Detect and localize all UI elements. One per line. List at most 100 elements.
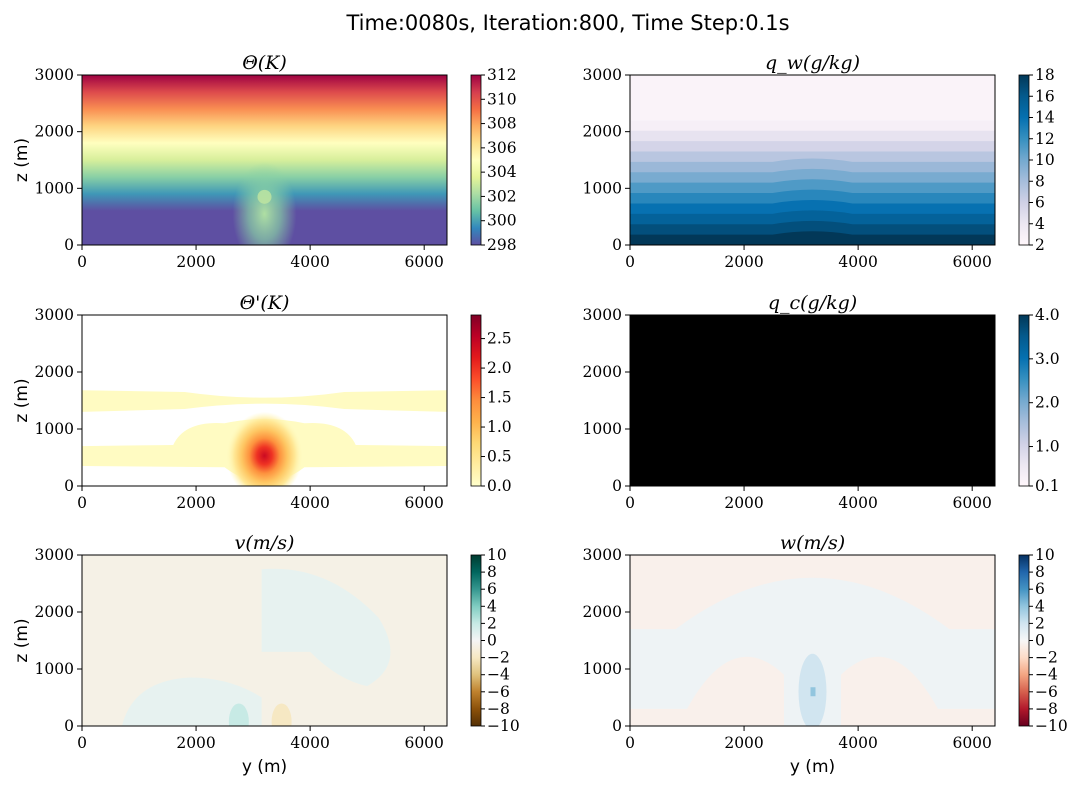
colorbar-tick-label: −6 — [487, 683, 510, 701]
panel-title: Θ(K) — [242, 52, 287, 74]
panel-title: q_w(g/kg) — [765, 52, 860, 74]
x-tick-label: 2000 — [176, 734, 215, 752]
colorbar-tick-label: 8 — [1035, 172, 1045, 190]
warm-bubble — [226, 411, 303, 486]
x-tick-label: 4000 — [838, 734, 877, 752]
y-tick-label: 3000 — [35, 66, 74, 84]
colorbar-tick-label: 2.0 — [1035, 394, 1060, 412]
colorbar-tick-label: 2 — [1035, 236, 1045, 254]
colorbar-tick-label: 2.5 — [487, 330, 512, 348]
x-tick-label: 6000 — [404, 494, 443, 512]
x-tick-label: 4000 — [290, 494, 329, 512]
colorbar — [470, 314, 482, 487]
y-tick-label: 0 — [612, 717, 622, 735]
colorbar-tick-label: 8 — [1035, 563, 1045, 581]
moisture-band — [630, 231, 995, 245]
colorbar-tick-label: 16 — [1035, 87, 1055, 105]
dry-layer — [630, 75, 995, 121]
x-tick-label: 6000 — [952, 494, 991, 512]
colorbar-tick-label: 10 — [487, 546, 507, 564]
y-tick-label: 2000 — [583, 603, 622, 621]
colorbar-tick-label: 1.5 — [487, 389, 512, 407]
x-tick-label: 0 — [625, 734, 635, 752]
colorbar-tick-label: 8 — [487, 563, 497, 581]
colorbar-tick-label: 306 — [487, 139, 517, 157]
x-tick-label: 6000 — [952, 253, 991, 271]
colorbar-tick-label: 10 — [1035, 151, 1055, 169]
y-tick-label: 0 — [612, 236, 622, 254]
colorbar-tick-label: 4 — [1035, 215, 1045, 233]
colorbar-tick-label: 308 — [487, 115, 517, 133]
colorbar-tick-label: 0 — [487, 632, 497, 650]
y-tick-label: 3000 — [583, 546, 622, 564]
y-tick-label: 1000 — [583, 179, 622, 197]
axes-frame — [81, 314, 448, 487]
x-tick-label: 2000 — [724, 253, 763, 271]
x-tick-label: 2000 — [176, 494, 215, 512]
x-tick-label: 4000 — [290, 734, 329, 752]
colorbar-tick-label: 1.0 — [1035, 438, 1060, 456]
colorbar-tick-label: 0.0 — [487, 477, 512, 495]
w-dome — [630, 577, 995, 726]
y-tick-label: 0 — [64, 717, 74, 735]
x-tick-label: 4000 — [290, 253, 329, 271]
y-tick-label: 3000 — [583, 306, 622, 324]
x-tick-label: 6000 — [404, 734, 443, 752]
field-1 — [82, 75, 447, 245]
colorbar-tick-label: 6 — [1035, 580, 1045, 598]
colorbar — [1018, 74, 1030, 246]
colorbar-tick-label: −6 — [1035, 683, 1058, 701]
panel-6: w(m/s) 0 2000 4000 6000 0 1000 2000 3000 y (m) −10… — [583, 532, 1068, 777]
x-tick-label: 2000 — [176, 253, 215, 271]
x-tick-label: 0 — [77, 734, 87, 752]
x-axis-label: y (m) — [790, 757, 835, 777]
y-tick-label: 0 — [64, 477, 74, 495]
y-tick-label: 1000 — [583, 660, 622, 678]
colorbar-tick-label: 302 — [487, 187, 517, 205]
x-tick-label: 2000 — [724, 734, 763, 752]
colorbar-tick-label: 18 — [1035, 66, 1055, 84]
colorbar-tick-label: 2.0 — [487, 359, 512, 377]
x-tick-label: 2000 — [724, 494, 763, 512]
colorbar-tick-label: −8 — [487, 700, 510, 718]
colorbar-tick-label: −2 — [1035, 649, 1058, 667]
colorbar — [1018, 314, 1030, 487]
v-lower-lobe — [121, 677, 262, 726]
x-axis-label: y (m) — [242, 757, 287, 777]
colorbar-tick-label: 300 — [487, 212, 517, 230]
colorbar-tick-label: 6 — [1035, 194, 1045, 212]
colorbar-tick-label: 3.0 — [1035, 350, 1060, 368]
axes-frame — [629, 314, 996, 487]
colorbar-tick-label: 10 — [1035, 546, 1055, 564]
colorbar-tick-label: 310 — [487, 90, 517, 108]
panel-title: v(m/s) — [235, 532, 295, 554]
field-2 — [630, 75, 995, 245]
colorbar-tick-label: 4 — [1035, 597, 1045, 615]
y-tick-label: 2000 — [35, 123, 74, 141]
panel-4: q_c(g/kg) 0 2000 4000 6000 0 1000 2000 3000 0.1 1.… — [583, 292, 1060, 512]
thermal-anomaly — [232, 161, 297, 245]
colorbar-tick-label: 2 — [1035, 614, 1045, 632]
panel-title: Θ'(K) — [240, 292, 290, 314]
colorbar-tick-label: 1.0 — [487, 418, 512, 436]
x-tick-label: 0 — [625, 253, 635, 271]
y-tick-label: 2000 — [583, 363, 622, 381]
colorbar — [470, 554, 482, 727]
colorbar-tick-label: 304 — [487, 163, 517, 181]
axes-frame — [81, 74, 448, 246]
y-tick-label: 2000 — [35, 363, 74, 381]
y-tick-label: 0 — [612, 477, 622, 495]
colorbar-tick-label: −8 — [1035, 700, 1058, 718]
field-6 — [630, 555, 995, 726]
panel-1: Θ(K) 0 2000 4000 6000 0 1000 2000 3000 z (m) 298 30… — [12, 52, 517, 271]
x-tick-label: 0 — [77, 253, 87, 271]
colorbar-tick-label: 0 — [1035, 632, 1045, 650]
w-updraft-core — [810, 687, 816, 697]
y-tick-label: 2000 — [35, 603, 74, 621]
colorbar-tick-label: 12 — [1035, 130, 1055, 148]
x-tick-label: 4000 — [838, 494, 877, 512]
v-jet-negative — [271, 703, 292, 726]
colorbar-tick-label: 2 — [487, 614, 497, 632]
y-tick-label: 3000 — [583, 66, 622, 84]
colorbar-tick-label: −4 — [487, 666, 510, 684]
